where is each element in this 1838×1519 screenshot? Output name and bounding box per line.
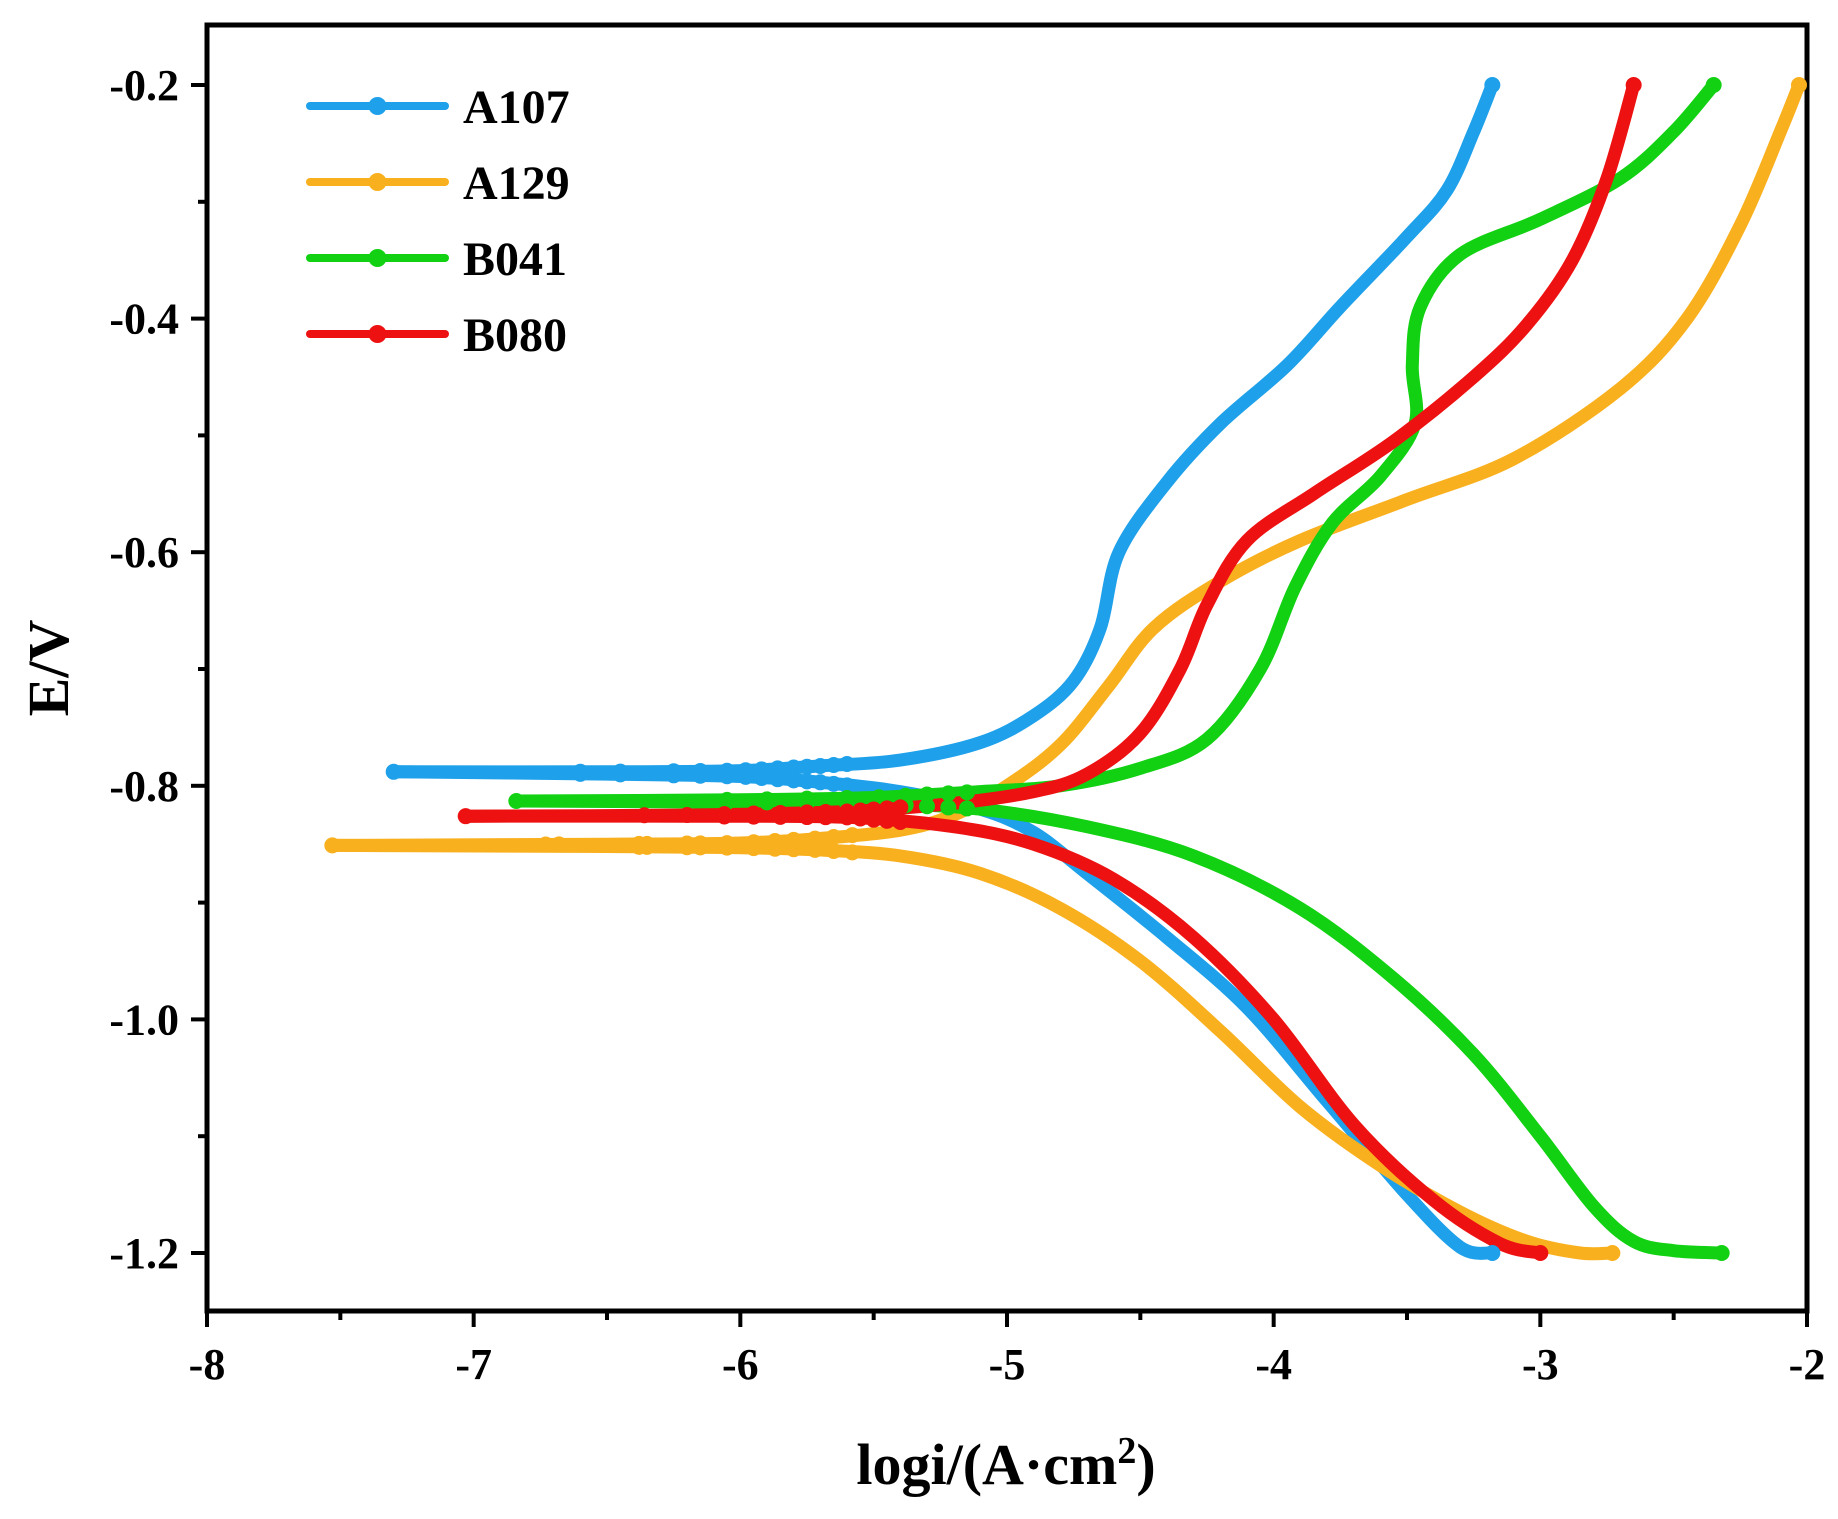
series-a107-end-marker: [1484, 1245, 1501, 1261]
legend-label-a107: A107: [463, 81, 570, 134]
y-tick-label: -0.4: [109, 295, 179, 344]
series-b080-marker: [852, 810, 869, 827]
series-a129-marker: [844, 827, 861, 844]
y-tick-label: -1.0: [109, 995, 179, 1044]
x-tick-label: -5: [989, 1340, 1026, 1389]
series-a107-marker: [692, 767, 709, 784]
series-b080-marker: [879, 800, 895, 817]
series-a129-marker: [692, 839, 709, 856]
series-a107-marker: [812, 774, 829, 791]
series-b080-marker: [799, 809, 815, 826]
series-b080-marker: [457, 808, 474, 825]
y-tick-label: -0.2: [109, 61, 179, 110]
axis-ticks: -8 -7 -6 -5 -4 -3 -2 -1.2 -1.0 -0.8 -0.6 -0.4 -0.2: [109, 61, 1825, 1389]
series-a129-marker: [807, 841, 823, 858]
series-b041-marker: [919, 798, 935, 815]
series-b041-marker: [940, 799, 957, 816]
legend: A107 A129 B041 B080: [306, 81, 570, 362]
series-a107-marker: [572, 765, 589, 782]
series-a129-marker: [324, 837, 341, 854]
series-b041-marker: [719, 794, 735, 811]
legend-marker-a107: [368, 97, 387, 115]
series-a107-marker: [719, 768, 735, 785]
series-b080-marker: [817, 809, 834, 826]
legend-marker-a129: [368, 173, 387, 191]
x-tick-label: -8: [189, 1340, 226, 1389]
series-a107-marker: [839, 755, 855, 772]
x-tick-label: -7: [455, 1340, 492, 1389]
series-a107-marker: [839, 777, 855, 794]
plot-frame: [204, 22, 1810, 1314]
series-b080-marker: [839, 809, 855, 826]
series-a129-marker: [639, 838, 655, 855]
series-a107-marker: [812, 757, 829, 774]
series-a107-marker: [385, 763, 402, 780]
x-axis-title-close: ): [1136, 1432, 1155, 1497]
series-b041-end-marker: [1705, 77, 1722, 93]
series-a129-marker: [719, 839, 735, 856]
series-a129-marker: [537, 836, 554, 853]
legend-label-b041: B041: [463, 233, 567, 286]
series-b080-marker: [892, 814, 909, 831]
y-tick-label: -1.2: [109, 1229, 179, 1278]
series-b080-marker: [865, 811, 882, 828]
series-b041-marker: [919, 786, 935, 803]
series-a107-marker: [785, 759, 802, 776]
series-a107-marker: [785, 772, 802, 789]
series-a129-marker: [844, 844, 861, 861]
series-b080-end-marker: [1532, 1245, 1549, 1261]
series-a107-marker: [825, 775, 842, 792]
legend-label-b080: B080: [463, 309, 567, 362]
x-axis-title-sup: 2: [1117, 1430, 1136, 1472]
series-a107-marker: [825, 756, 842, 773]
series-a129-marker: [551, 836, 567, 853]
legend-marker-b080: [368, 325, 387, 343]
series-b080-end-marker: [1625, 77, 1642, 93]
x-tick-label: -3: [1522, 1340, 1559, 1389]
series-b041-marker: [959, 800, 975, 817]
series-b041-cathodic-line: [509, 794, 1729, 1260]
series-a107-marker: [737, 768, 754, 785]
series-b041-marker: [959, 784, 975, 801]
x-tick-label: -2: [1789, 1340, 1826, 1389]
series-b080-marker: [636, 807, 653, 824]
series-a129-marker: [679, 839, 695, 856]
series-a129-marker: [825, 843, 842, 860]
y-tick-label: -0.8: [109, 762, 179, 811]
series-a129-marker: [785, 841, 802, 858]
series-b080-marker: [745, 808, 762, 825]
series-b080-marker: [716, 808, 733, 825]
series-a129-marker: [745, 840, 762, 857]
legend-label-a129: A129: [463, 157, 570, 210]
series-b080-marker: [679, 807, 695, 823]
series-b041-end-marker: [1713, 1245, 1730, 1261]
series-a129-end-marker: [1791, 77, 1807, 93]
series-b080-marker: [879, 812, 895, 829]
series-a129-end-marker: [1604, 1245, 1621, 1261]
series-a107-marker: [799, 758, 815, 775]
series-a107-marker: [769, 771, 786, 788]
series-a107-marker: [665, 767, 682, 784]
legend-marker-b041: [368, 249, 387, 267]
x-axis-title-main: logi/(A·cm: [856, 1432, 1117, 1497]
series-b080-marker: [892, 799, 909, 816]
series-b041-marker: [508, 792, 525, 809]
series-b041-marker: [759, 794, 775, 811]
series-a107-marker: [753, 770, 770, 787]
series-a107-end-marker: [1484, 77, 1501, 93]
series-markers: [324, 77, 1807, 1261]
x-axis-title: logi/(A·cm2): [856, 1430, 1155, 1497]
x-tick-label: -6: [722, 1340, 759, 1389]
series-a129-marker: [807, 830, 823, 847]
series-a107-marker: [799, 773, 815, 790]
series-b041-marker: [940, 785, 957, 802]
series-a107-marker: [612, 766, 629, 783]
x-tick-label: -4: [1255, 1340, 1292, 1389]
series-b080-marker: [772, 808, 789, 825]
series-a129-marker: [825, 828, 842, 845]
y-tick-label: -0.6: [109, 528, 179, 577]
series-a129-marker: [767, 840, 783, 857]
y-axis-title: E/V: [16, 620, 81, 717]
